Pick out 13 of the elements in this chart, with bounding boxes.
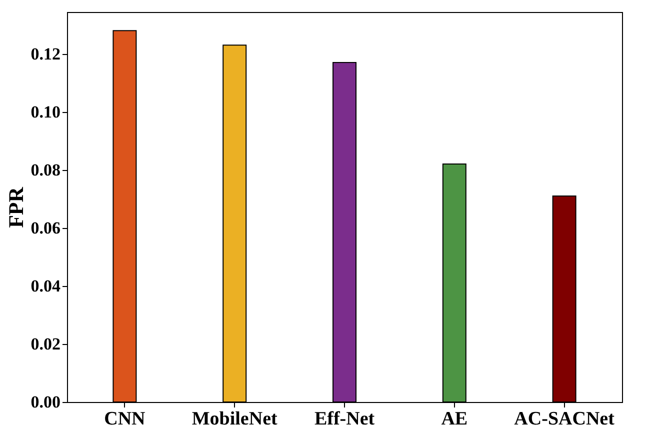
y-tick-label: 0.06 xyxy=(30,218,60,238)
x-tick-label: AE xyxy=(441,408,468,430)
y-axis-title: FPR xyxy=(4,186,28,228)
y-tick-label: 0.04 xyxy=(30,276,61,296)
y-tick-label: 0.10 xyxy=(30,102,60,122)
x-tick-label: CNN xyxy=(104,408,146,430)
y-tick-label: 0.02 xyxy=(30,334,60,354)
y-tick-label: 0.00 xyxy=(30,392,60,412)
y-tick-label: 0.12 xyxy=(30,44,60,64)
y-tick-label: 0.08 xyxy=(30,160,60,180)
x-tick-label: MobileNet xyxy=(192,408,278,430)
x-tick-label: Eff-Net xyxy=(314,408,376,430)
x-tick-label: AC-SACNet xyxy=(514,408,616,430)
